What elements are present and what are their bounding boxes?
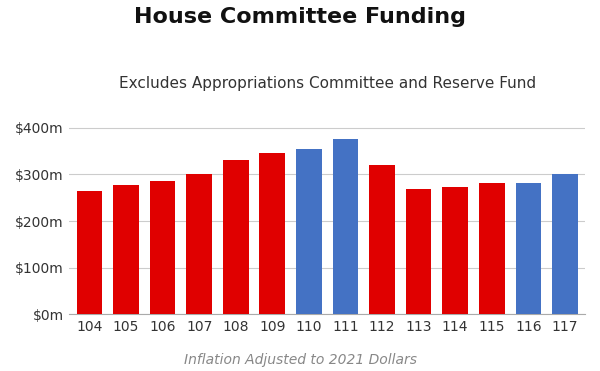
Text: House Committee Funding: House Committee Funding [134,7,466,27]
Bar [406,189,431,314]
Bar [479,183,505,314]
Bar [442,187,468,314]
Bar [113,185,139,314]
Bar [187,174,212,314]
Title: Excludes Appropriations Committee and Reserve Fund: Excludes Appropriations Committee and Re… [119,76,536,91]
Bar [223,160,248,314]
Bar [150,181,175,314]
Bar [552,174,578,314]
Bar [259,154,285,314]
Bar [296,149,322,314]
Bar [77,191,102,314]
Bar [515,183,541,314]
Bar [369,165,395,314]
Bar [332,139,358,314]
Text: Inflation Adjusted to 2021 Dollars: Inflation Adjusted to 2021 Dollars [184,353,416,367]
